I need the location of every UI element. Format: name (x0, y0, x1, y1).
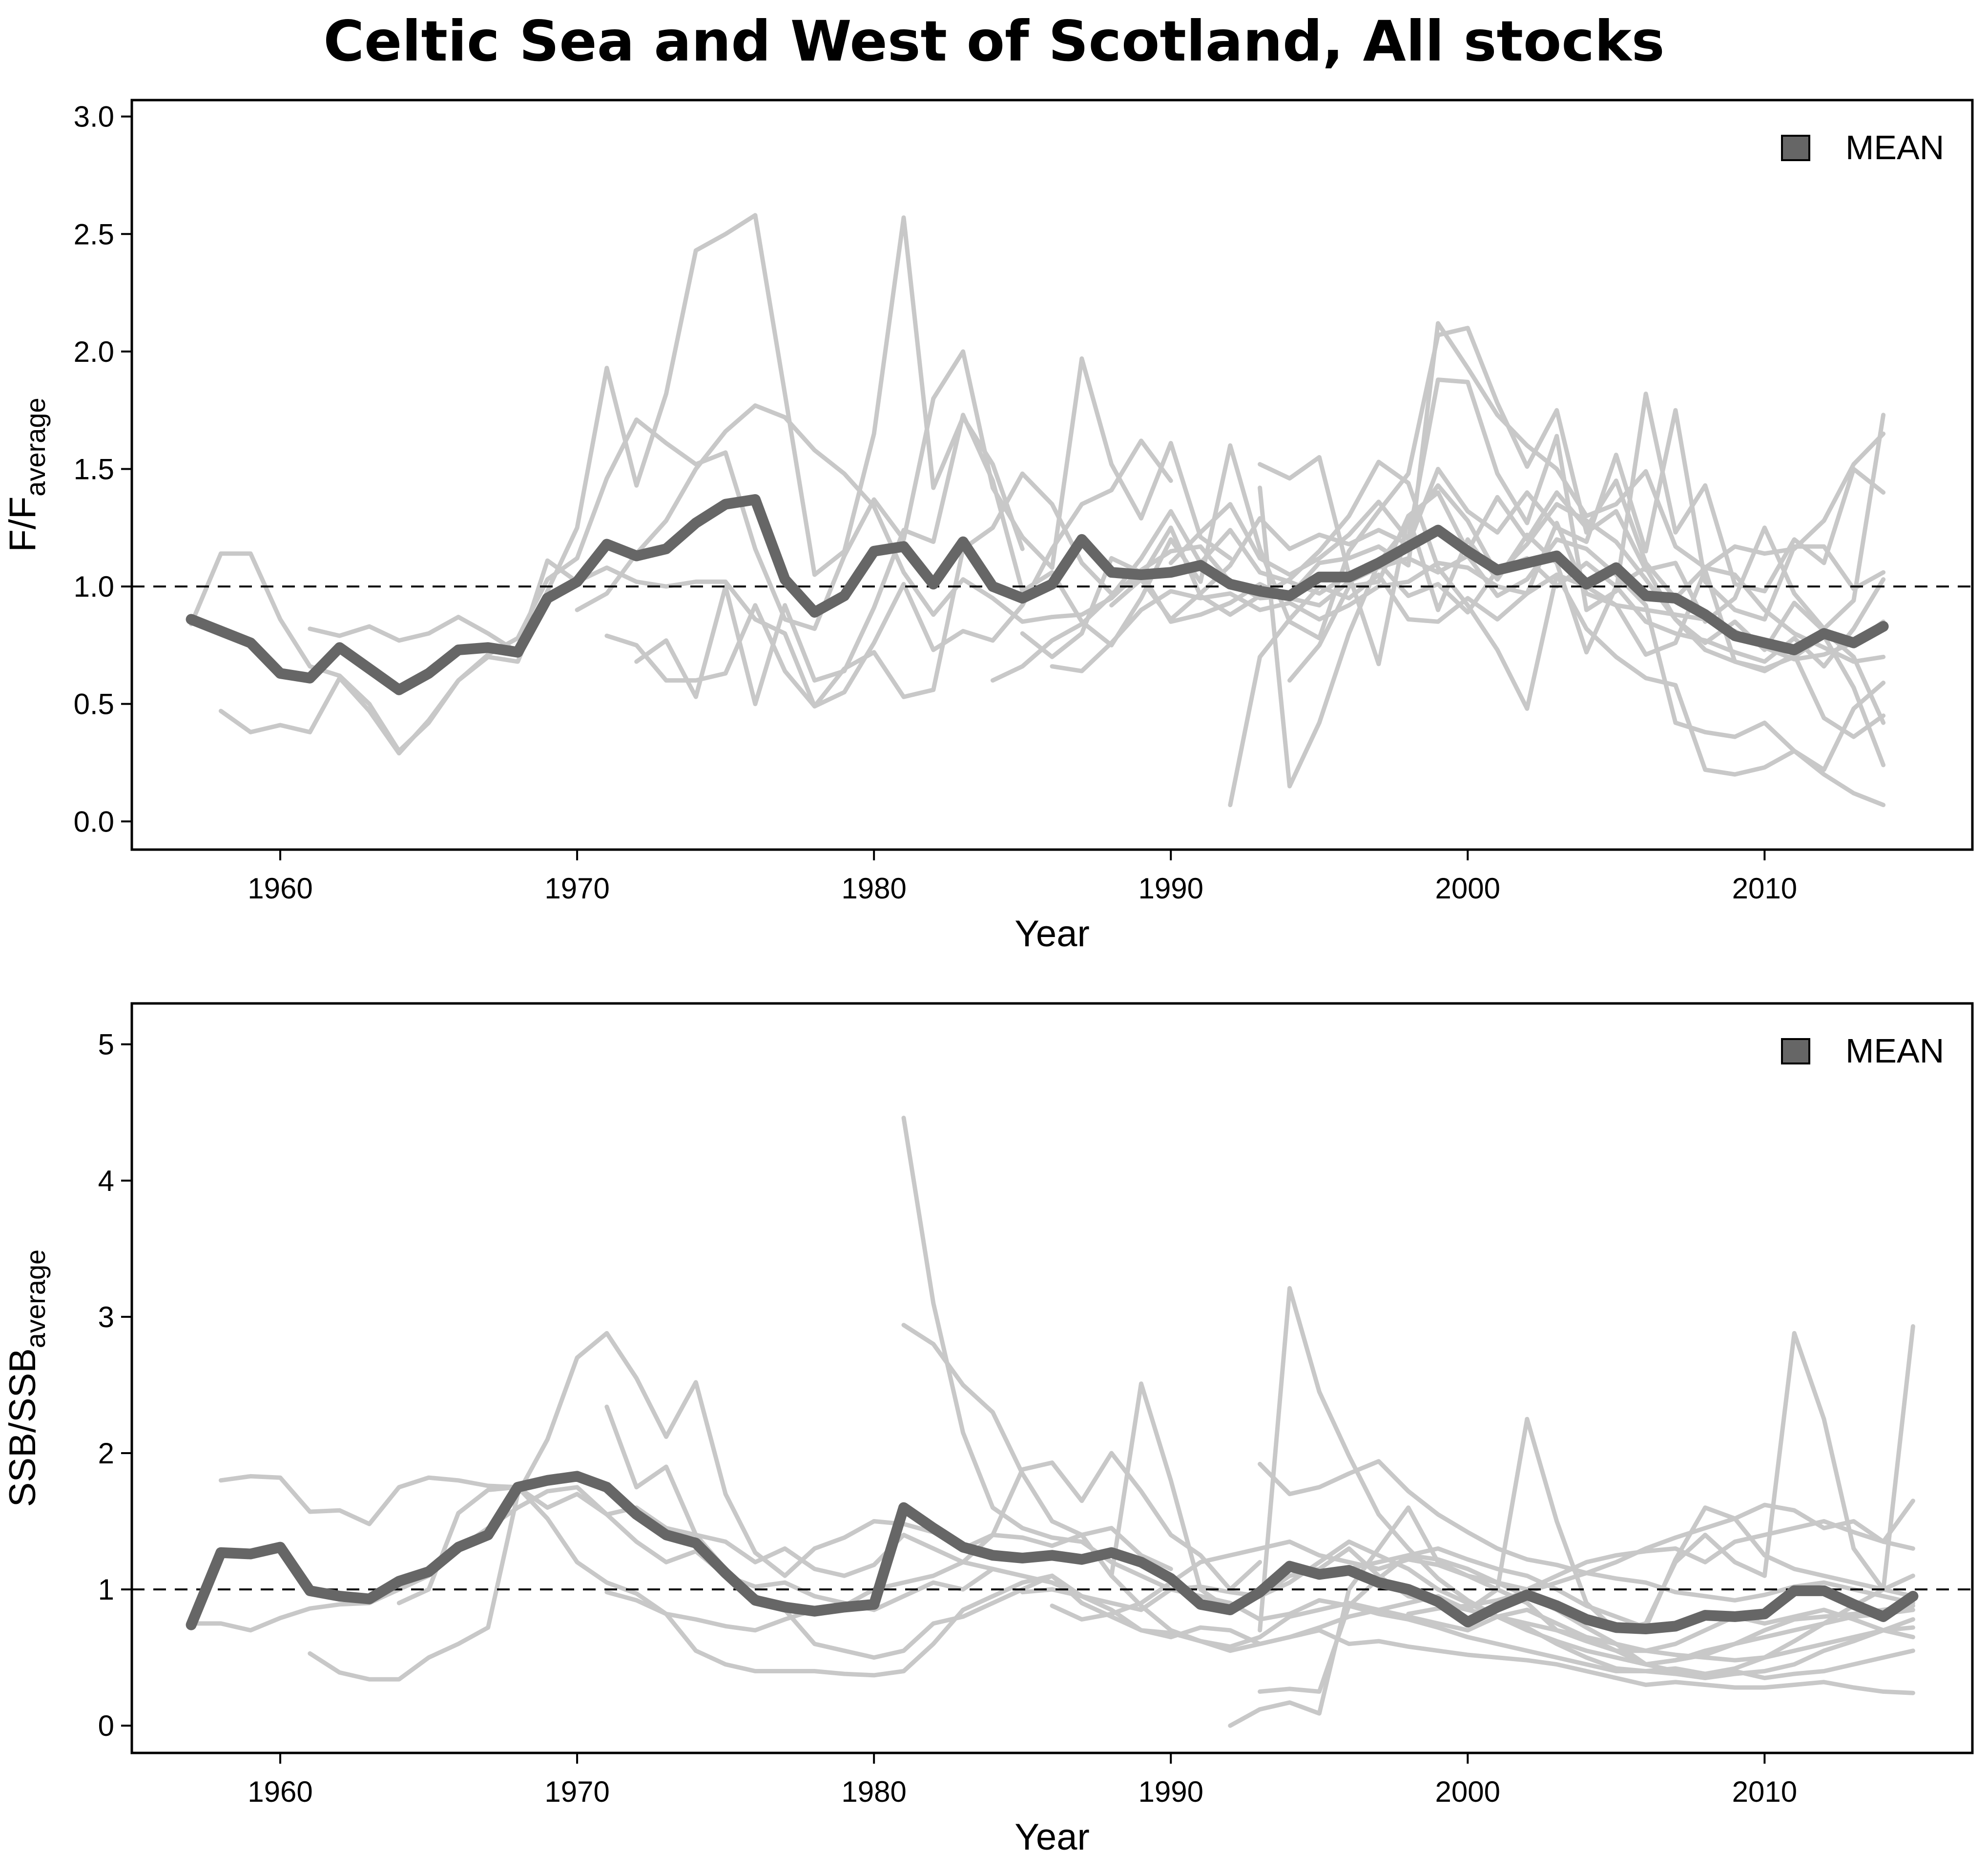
stock-series-line-14 (1258, 431, 1886, 667)
x-tick-label: 1980 (841, 872, 906, 905)
y-tick-label: 2.5 (74, 218, 114, 250)
legend-swatch-mean (1781, 1038, 1810, 1064)
stock-series-line-6 (634, 326, 1886, 707)
stock-series-line-5 (604, 459, 1886, 808)
stock-series-line-1 (189, 1485, 1055, 1633)
stock-series-line-10 (1109, 408, 1886, 622)
stock-series-line-13 (1258, 1499, 1915, 1694)
y-tick-label: 0 (98, 1709, 114, 1742)
stock-series-line-3 (308, 1331, 1173, 1682)
legend-swatch-mean (1781, 135, 1810, 161)
x-tick-label: 1970 (544, 872, 609, 905)
y-tick-label: 0.5 (74, 688, 114, 721)
y-tick-label: 4 (98, 1165, 114, 1197)
stock-series-line-7 (901, 1115, 1915, 1663)
x-tick-label: 1960 (248, 1775, 312, 1808)
y-tick-label: 5 (98, 1028, 114, 1061)
x-tick-label: 2010 (1732, 872, 1797, 905)
stock-series-line-1 (189, 213, 1025, 753)
stock-series-line-12 (1228, 521, 1886, 808)
y-tick-label: 0.0 (74, 805, 114, 838)
legend: MEAN (1781, 1032, 1944, 1070)
stock-series-group (189, 213, 1886, 808)
y-tick-label: 1 (98, 1573, 114, 1606)
plot-frame (130, 99, 1974, 851)
mean-series-line (186, 494, 1889, 695)
plot-frame (130, 1002, 1974, 1754)
stock-series-line-15 (1258, 1286, 1915, 1667)
x-tick-label: 2010 (1732, 1775, 1797, 1808)
figure-title: Celtic Sea and West of Scotland, All sto… (323, 9, 1665, 74)
x-tick-label: 2000 (1435, 872, 1500, 905)
x-axis-label: Year (1015, 1816, 1090, 1858)
panel-ssb-ratio: 0 1 2 3 4 5 1960 1970 1980 1990 2000 2010 Year SSB/SS… (2, 1002, 1974, 1858)
stock-series-group (189, 1115, 1915, 1728)
x-tick-label: 1980 (841, 1775, 906, 1808)
stock-series-line-10 (1050, 1519, 1915, 1622)
x-tick-label: 1960 (248, 872, 312, 905)
x-tick-label: 1990 (1138, 1775, 1203, 1808)
mean-series-line (186, 1471, 1919, 1634)
legend-label-mean: MEAN (1845, 1032, 1944, 1070)
y-tick-label: 1.0 (74, 570, 114, 603)
y-tick-label: 3.0 (74, 101, 114, 133)
stock-series-line-16 (1317, 1553, 1915, 1676)
y-tick-label: 2 (98, 1437, 114, 1470)
stock-series-line-11 (1168, 377, 1886, 612)
y-tick-label: 3 (98, 1301, 114, 1333)
stock-series-line-2 (218, 349, 1233, 756)
y-tick-label: 1.5 (74, 453, 114, 485)
stock-series-line-17 (1406, 1516, 1915, 1616)
x-axis-label: Year (1015, 913, 1090, 955)
stock-series-line-9 (1020, 1587, 1915, 1653)
stock-series-line-8 (901, 1323, 1915, 1633)
panel-f-ratio: 0.0 0.5 1.0 1.5 2.0 2.5 3.0 1960 1970 1980 1990 200… (2, 99, 1974, 955)
x-tick-label: 2000 (1435, 1775, 1500, 1808)
stock-series-line-2 (218, 1474, 1084, 1612)
stock-series-line-14 (1258, 1459, 1915, 1605)
y-axis-label: SSB/SSBaverage (2, 1250, 51, 1507)
stock-series-line-12 (1228, 1505, 1915, 1728)
y-axis-label: F/Faverage (2, 397, 51, 552)
x-tick-label: 1990 (1138, 872, 1203, 905)
legend: MEAN (1781, 128, 1944, 167)
legend-label-mean: MEAN (1845, 128, 1944, 167)
y-tick-label: 2.0 (74, 335, 114, 368)
x-tick-label: 1970 (544, 1775, 609, 1808)
